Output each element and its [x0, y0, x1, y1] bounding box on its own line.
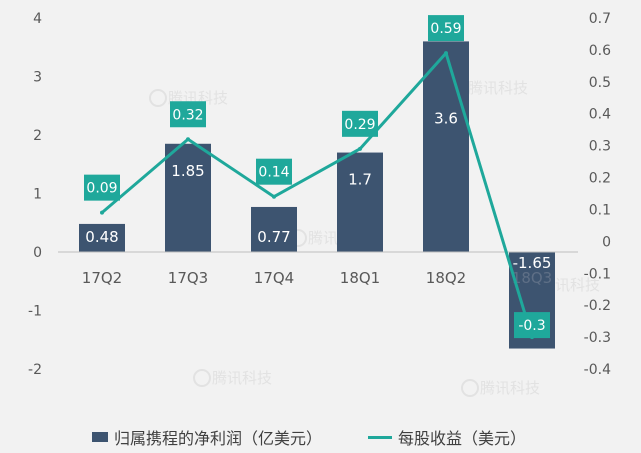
- left-axis-tick-label: 0: [33, 245, 42, 261]
- bar-value-label: 3.6: [434, 109, 458, 127]
- category-label: 18Q3: [512, 269, 552, 287]
- eps-label-box: [84, 174, 120, 201]
- watermark-text: 腾讯科技: [468, 79, 528, 97]
- left-axis-tick-label: -2: [28, 362, 42, 378]
- category-label: 17Q4: [254, 269, 294, 287]
- legend-item-profit: 归属携程的净利润（亿美元）: [92, 425, 322, 449]
- watermark-text: 腾讯科技: [212, 369, 272, 387]
- category-label: 17Q3: [168, 269, 208, 287]
- right-axis-tick-label: -0.1: [584, 266, 611, 282]
- bar-17Q2: [79, 223, 125, 252]
- eps-value-label: 0.32: [172, 107, 203, 123]
- eps-point: [358, 146, 362, 151]
- right-axis-tick-label: 0.5: [589, 75, 611, 91]
- right-axis-tick-label: -0.3: [584, 330, 611, 346]
- eps-point: [100, 210, 104, 215]
- legend-label-eps: 每股收益（美元）: [398, 429, 527, 448]
- right-axis-tick-label: -0.2: [584, 298, 611, 314]
- eps-label-box: [256, 158, 292, 185]
- watermark-logo-icon: [461, 379, 479, 397]
- left-axis-tick-label: 4: [33, 11, 42, 27]
- left-axis-tick-label: 3: [33, 70, 42, 86]
- bar-18Q2: [423, 41, 469, 253]
- eps-value-label: -0.3: [518, 318, 545, 334]
- eps-point: [186, 137, 190, 142]
- watermark-logo-icon: [149, 89, 167, 107]
- legend-label-profit: 归属携程的净利润（亿美元）: [114, 429, 323, 448]
- bar-value-label: 0.48: [85, 228, 118, 246]
- category-label: 18Q2: [426, 269, 466, 287]
- legend: 归属携程的净利润（亿美元） 每股收益（美元）: [92, 425, 572, 449]
- legend-line-swatch: [368, 435, 393, 439]
- eps-value-label: 0.59: [430, 21, 461, 37]
- bar-value-label: 0.77: [257, 228, 290, 246]
- right-axis-tick-label: 0.3: [589, 139, 611, 155]
- eps-label-box: [514, 312, 550, 339]
- watermark-logo-icon: [193, 369, 211, 387]
- legend-bar-swatch: [92, 432, 108, 442]
- right-axis-tick-label: -0.4: [584, 362, 611, 378]
- eps-point: [444, 51, 448, 56]
- bar-17Q3: [165, 143, 211, 252]
- right-axis-tick-label: 0.7: [589, 11, 611, 27]
- watermark-text: 腾讯科技: [480, 379, 540, 397]
- right-axis-tick-label: 0: [602, 234, 611, 250]
- eps-value-label: 0.29: [344, 117, 375, 133]
- left-axis-tick-label: -1: [28, 304, 42, 320]
- eps-label-box: [342, 110, 378, 137]
- bar-18Q1: [337, 152, 383, 252]
- bar-value-label: 1.85: [171, 162, 204, 180]
- eps-point: [272, 194, 276, 199]
- eps-value-label: 0.14: [258, 165, 289, 181]
- bar-value-label: 1.7: [348, 171, 372, 189]
- right-axis-tick-label: 0.2: [589, 171, 611, 187]
- bar-value-label: -1.65: [513, 254, 552, 272]
- legend-item-eps: 每股收益（美元）: [368, 425, 526, 449]
- left-axis-tick-label: 2: [33, 128, 42, 144]
- category-label: 18Q1: [340, 269, 380, 287]
- right-axis-tick-label: 0.6: [589, 43, 611, 59]
- left-axis-tick-label: 1: [33, 187, 42, 203]
- eps-line: [101, 51, 534, 338]
- right-axis-tick-label: 0.4: [589, 107, 611, 123]
- watermark-text: 腾讯科技: [540, 276, 600, 294]
- eps-label-box: [428, 15, 464, 42]
- eps-value-label: 0.09: [86, 181, 117, 197]
- eps-label-box: [170, 101, 206, 128]
- category-label: 17Q2: [82, 269, 122, 287]
- right-axis-tick-label: 0.1: [589, 202, 611, 218]
- bar-17Q4: [251, 206, 297, 252]
